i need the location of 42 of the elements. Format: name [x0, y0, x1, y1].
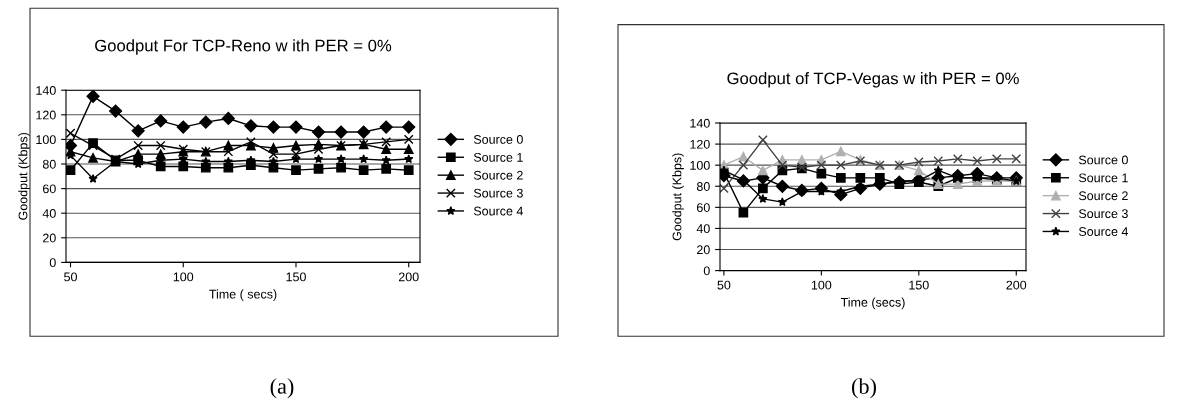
x-axis-title: Time (secs)	[840, 297, 905, 310]
y-tick-label: 120	[36, 110, 56, 120]
legend-label: Source 4	[473, 206, 523, 216]
y-tick-label: 140	[36, 86, 56, 95]
y-tick-label: 40	[42, 209, 56, 218]
y-tick-label: 80	[42, 159, 56, 169]
x-tick-label: 50	[717, 280, 731, 290]
y-tick-label: 60	[43, 184, 56, 194]
legend-label: Source 3	[1078, 209, 1128, 219]
y-tick-label: 20	[43, 233, 56, 243]
y-tick-label: 60	[697, 203, 710, 212]
y-axis-title: Goodput (Kbps)	[18, 132, 30, 220]
legend-label: Source 0	[473, 135, 523, 144]
y-tick-label: 80	[696, 182, 710, 191]
y-tick-label: 100	[690, 160, 710, 170]
y-axis-title: Goodput (Kbps)	[672, 153, 684, 241]
legend-label: Source 1	[1078, 173, 1128, 183]
chart-title: Goodput of TCP-Vegas w ith PER = 0%	[727, 72, 1019, 88]
x-tick-label: 50	[64, 272, 77, 282]
y-tick-label: 20	[697, 245, 710, 255]
x-tick-label: 100	[811, 280, 832, 290]
chart-title: Goodput For TCP-Reno w ith PER = 0%	[95, 39, 392, 55]
y-tick-label: 120	[690, 139, 710, 149]
legend-label: Source 2	[473, 170, 523, 180]
legend-label: Source 2	[1078, 191, 1128, 201]
x-tick-label: 200	[1006, 280, 1027, 290]
legend-label: Source 1	[473, 152, 523, 162]
y-tick-label: 140	[690, 118, 710, 128]
y-tick-label: 0	[49, 258, 56, 268]
x-tick-label: 100	[173, 272, 194, 282]
text: (a)	[270, 378, 294, 399]
y-tick-label: 100	[36, 135, 56, 145]
y-tick-label: 0	[703, 266, 710, 276]
y-tick-label: 40	[696, 224, 710, 234]
legend-label: Source 0	[1078, 155, 1128, 165]
x-axis-title: Time ( secs)	[209, 289, 277, 301]
x-tick-label: 200	[398, 272, 419, 282]
x-tick-label: 150	[286, 272, 306, 282]
legend-label: Source 3	[473, 188, 523, 198]
legend-label: Source 4	[1078, 227, 1129, 236]
x-tick-label: 150	[909, 280, 929, 290]
text: (b)	[852, 378, 876, 399]
